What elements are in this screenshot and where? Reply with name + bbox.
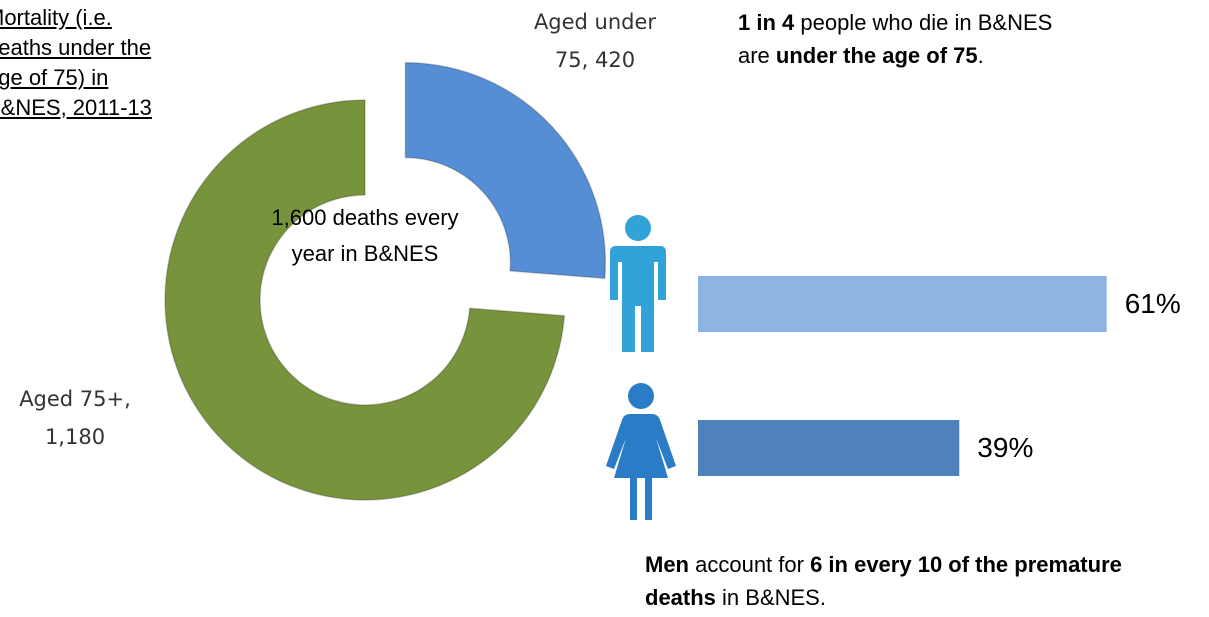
woman-icon [606, 383, 676, 520]
bar [698, 276, 1107, 332]
bottom-note: Men account for 6 in every 10 of the pre… [645, 548, 1145, 614]
note-segment: under the age of 75 [775, 43, 978, 68]
title-line: age of 75) in [0, 65, 109, 90]
note-segment: people who die in B&NES are [738, 10, 1053, 68]
bar-value-label: 61% [1124, 288, 1181, 319]
note-segment: . [977, 43, 984, 68]
title-line: B&NES, 2011-13 [0, 95, 152, 120]
note-segment: account for [689, 552, 811, 577]
bar-value-label: 39% [977, 432, 1034, 463]
note-segment: Men [645, 552, 689, 577]
man-icon [610, 215, 666, 352]
donut-segment [404, 61, 607, 280]
title: Mortality (i.e. deaths under the age of 75… [0, 3, 152, 123]
donut-label: Aged under 75, 420 [533, 10, 657, 72]
donut-label: Aged 75+, 1,180 [19, 387, 131, 449]
top-note: 1 in 4 people who die in B&NES are under… [738, 6, 1058, 72]
title-line: Mortality (i.e. [0, 5, 112, 30]
donut-segment [164, 99, 566, 501]
note-segment: 6 in every 10 of the premature deaths [645, 552, 1122, 610]
donut-center-text: 1,600 deaths every year in B&NES [271, 205, 459, 266]
note-segment: in B&NES. [715, 585, 826, 610]
bar [698, 420, 960, 476]
note-segment: 1 in 4 [738, 10, 795, 35]
title-line: deaths under the [0, 35, 152, 60]
